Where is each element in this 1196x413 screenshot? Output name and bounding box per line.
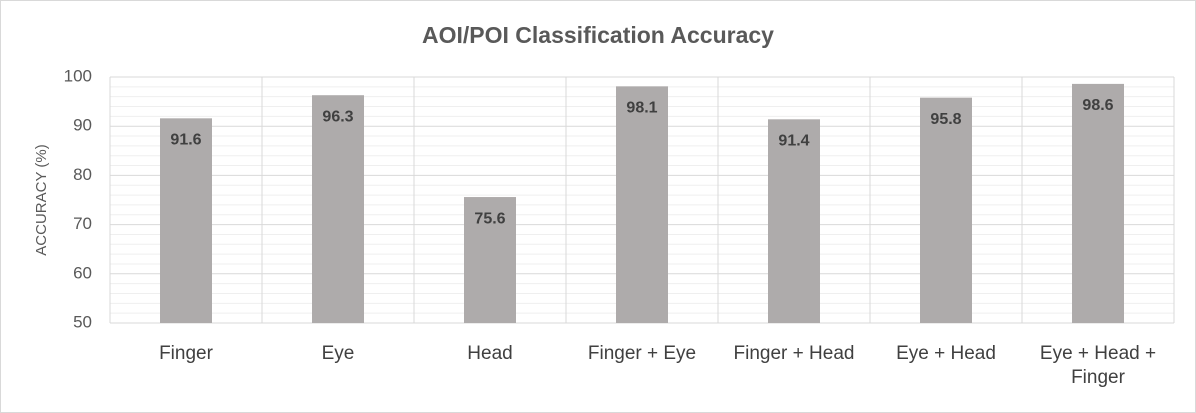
x-tick-label: Eye + Head + Finger: [1039, 343, 1157, 388]
y-tick-label: 70: [73, 214, 92, 233]
bar: [920, 97, 972, 323]
bar: [312, 95, 364, 323]
x-tick-label: Eye + Head: [896, 343, 996, 364]
chart-title: AOI/POI Classification Accuracy: [422, 22, 774, 48]
data-label: 96.3: [322, 108, 353, 125]
bar: [616, 86, 668, 324]
x-tick-label: Eye: [321, 343, 355, 364]
bar: [768, 119, 820, 323]
bar: [464, 197, 516, 323]
y-tick-label: 100: [64, 66, 92, 85]
y-tick-label: 80: [73, 165, 92, 184]
x-tick-label: Finger + Eye: [587, 343, 697, 364]
y-axis-label: ACCURACY (%): [33, 144, 50, 255]
data-label: 98.6: [1082, 97, 1113, 114]
x-tick-label: Finger: [159, 343, 213, 364]
y-tick-label: 50: [73, 312, 92, 331]
x-tick-label: Head: [467, 343, 513, 364]
data-label: 91.6: [170, 132, 201, 149]
bar: [1072, 83, 1124, 323]
data-label: 75.6: [474, 210, 505, 227]
data-label: 95.8: [930, 111, 961, 128]
data-label: 98.1: [626, 100, 657, 117]
y-tick-label: 90: [73, 116, 92, 135]
x-tick-label: Finger + Head: [733, 343, 855, 364]
data-label: 91.4: [778, 133, 809, 150]
bar: [160, 118, 212, 323]
y-tick-label: 60: [73, 263, 92, 282]
